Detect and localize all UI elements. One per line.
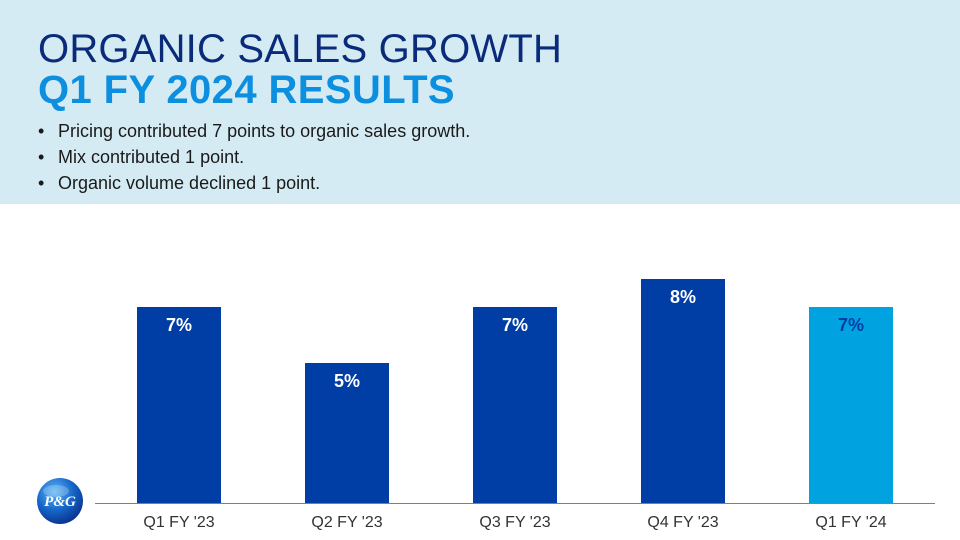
- bar-4: [641, 279, 725, 503]
- bullet-text: Pricing contributed 7 points to organic …: [58, 121, 471, 141]
- data-label-1: 7%: [166, 315, 192, 335]
- x-tick-label-5: Q1 FY '24: [815, 514, 886, 531]
- header-band: ORGANIC SALES GROWTH Q1 FY 2024 RESULTS …: [0, 0, 960, 204]
- x-tick-label-4: Q4 FY '23: [647, 514, 718, 531]
- data-label-2: 5%: [334, 371, 360, 391]
- bullet-item: • Mix contributed 1 point.: [38, 144, 470, 170]
- data-label-3: 7%: [502, 315, 528, 335]
- x-tick-label-2: Q2 FY '23: [311, 514, 382, 531]
- bullet-dot: •: [38, 121, 45, 141]
- bar-2: [305, 363, 389, 503]
- title-line-2: Q1 FY 2024 RESULTS: [38, 68, 455, 112]
- data-label-4: 8%: [670, 287, 696, 307]
- bullet-list: • Pricing contributed 7 points to organic…: [38, 118, 470, 196]
- x-tick-label-1: Q1 FY '23: [143, 514, 214, 531]
- title-line-1: ORGANIC SALES GROWTH: [38, 27, 563, 71]
- bullet-dot: •: [38, 147, 45, 167]
- x-tick-label-3: Q3 FY '23: [479, 514, 550, 531]
- bar-1: [137, 307, 221, 503]
- bullet-text: Mix contributed 1 point.: [58, 147, 245, 167]
- pg-logo-icon: P&G: [37, 478, 83, 524]
- bar-3: [473, 307, 557, 503]
- bullet-text: Organic volume declined 1 point.: [58, 173, 321, 193]
- bullet-item: • Organic volume declined 1 point.: [38, 170, 470, 196]
- bullet-dot: •: [38, 173, 45, 193]
- data-label-5: 7%: [838, 315, 864, 335]
- logo-text: P&G: [44, 494, 76, 510]
- bullet-item: • Pricing contributed 7 points to organic…: [38, 118, 470, 144]
- bar-5: [809, 307, 893, 503]
